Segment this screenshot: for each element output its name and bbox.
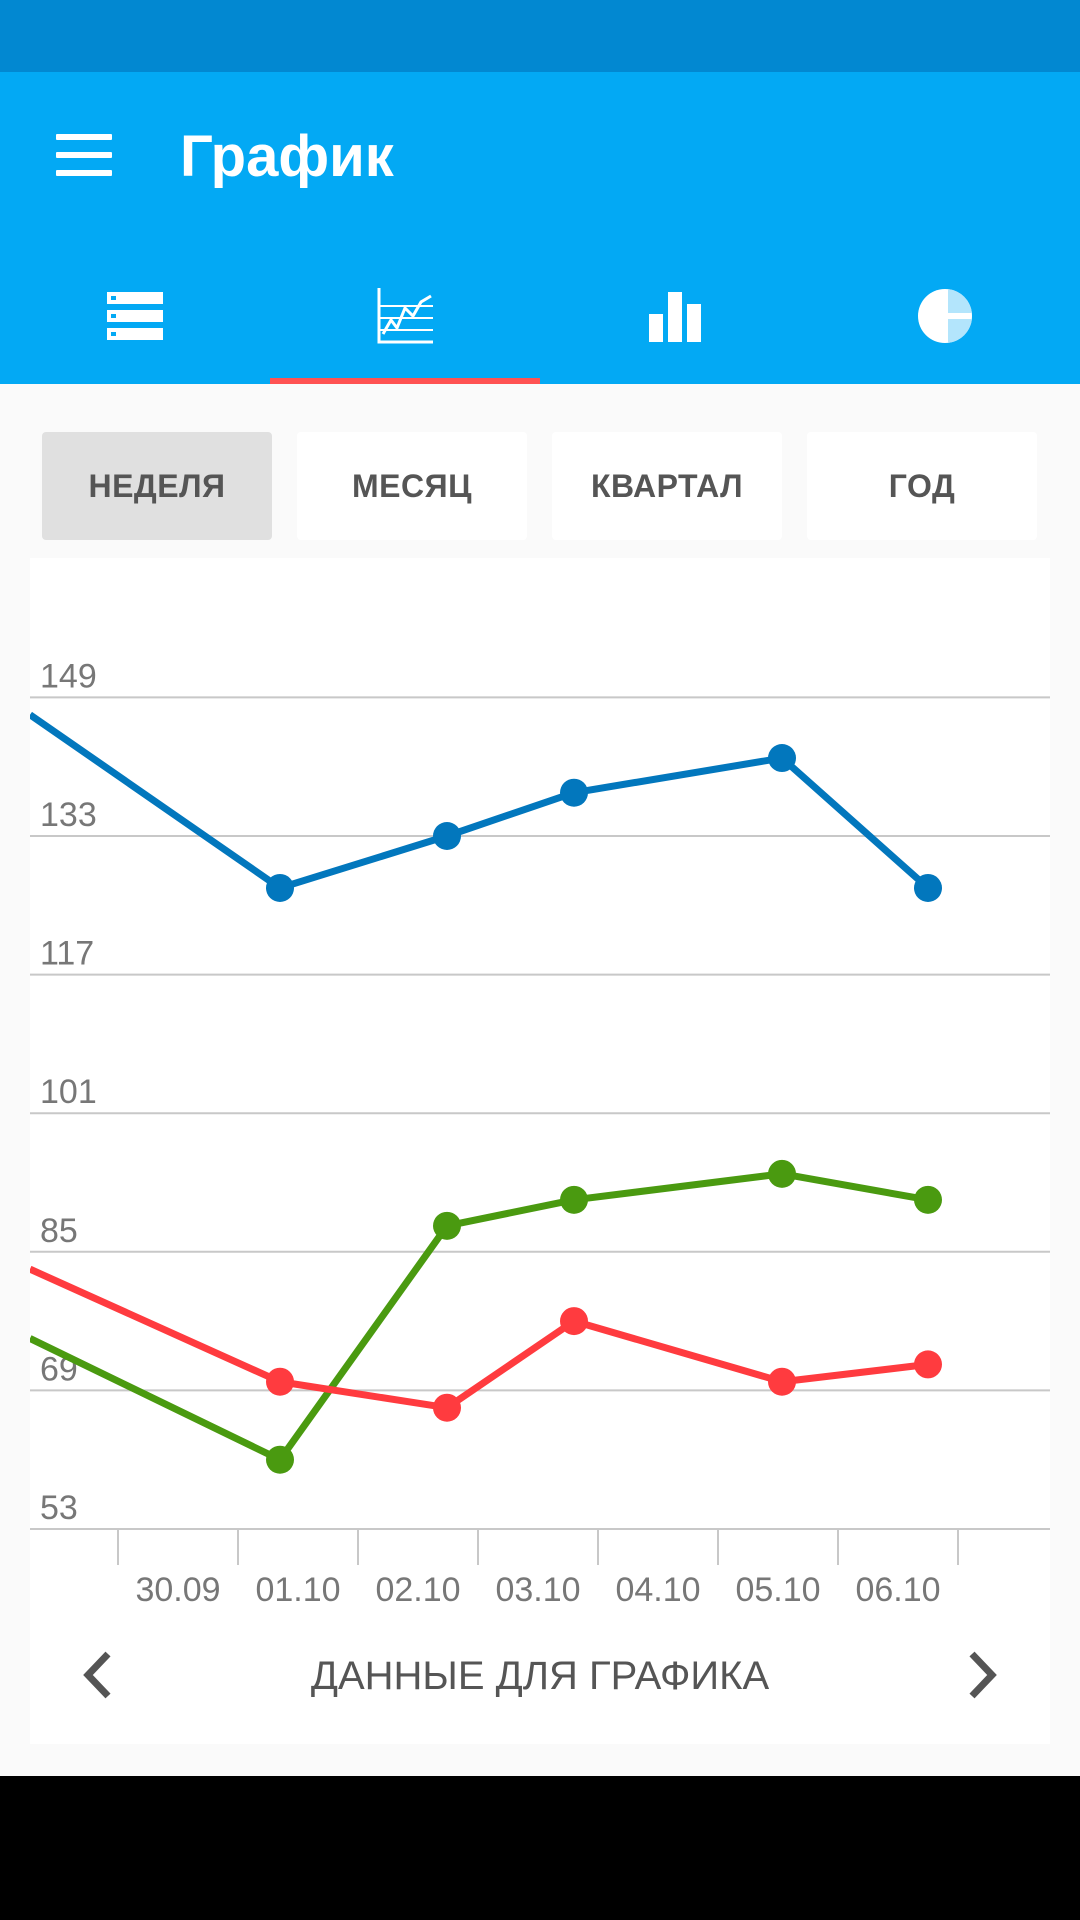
range-quarter-button[interactable]: КВАРТАЛ [552,432,782,540]
y-tick-label: 133 [40,796,97,834]
prev-period-button[interactable] [60,1640,140,1710]
x-tick-label: 01.10 [255,1571,340,1609]
data-point [433,1393,461,1422]
data-point [914,873,942,902]
app-bar [0,72,1080,384]
y-tick-label: 85 [40,1212,78,1250]
data-point [768,1159,796,1188]
x-tick-label: 03.10 [495,1571,580,1609]
data-point [768,1367,796,1396]
data-point [433,822,461,850]
navigation-bar [0,1776,1080,1920]
y-tick-label: 53 [40,1489,78,1527]
y-tick-label: 101 [40,1073,97,1111]
data-point [560,1185,588,1214]
line-chart-icon [377,288,433,344]
data-point [266,873,294,902]
x-tick-label: 06.10 [855,1571,940,1609]
data-point [560,778,588,807]
series-line [30,1265,929,1412]
data-point [266,1367,294,1396]
tab-pie-chart[interactable] [810,258,1080,384]
range-week-button[interactable]: НЕДЕЛЯ [42,432,272,540]
status-bar [0,0,1080,72]
data-point [560,1307,588,1336]
x-tick-label: 04.10 [615,1571,700,1609]
tab-indicator [270,378,540,384]
tab-bar-chart[interactable] [540,258,810,384]
tab-list[interactable] [0,258,270,384]
data-point [433,1211,461,1240]
chart-card: 53 69 85 101 117 133 149 30.09 01.10 02.10 03.10 04… [30,558,1050,1744]
data-point [266,1445,294,1474]
data-point [914,1350,942,1379]
tab-line-chart[interactable] [270,258,540,384]
y-tick-label: 117 [40,935,94,973]
range-year-button[interactable]: ГОД [807,432,1037,540]
pie-chart-icon [918,289,972,343]
range-month-button[interactable]: МЕСЯЦ [297,432,527,540]
x-tick-label: 30.09 [135,1571,220,1609]
series-line [30,1170,929,1464]
list-icon [107,292,163,340]
x-tick-label: 05.10 [735,1571,820,1609]
chevron-left-icon [83,1651,111,1699]
x-tick-label: 02.10 [375,1571,460,1609]
y-tick-label: 149 [40,657,97,695]
series-line [30,711,931,892]
chart-data-button[interactable]: ДАННЫЕ ДЛЯ ГРАФИКА [310,1654,770,1698]
chevron-right-icon [969,1651,997,1699]
data-point [768,744,796,773]
bar-chart-icon [649,292,701,342]
data-point [914,1185,942,1214]
next-period-button[interactable] [940,1640,1020,1710]
menu-button[interactable] [40,110,130,200]
page-title: График [180,124,394,189]
